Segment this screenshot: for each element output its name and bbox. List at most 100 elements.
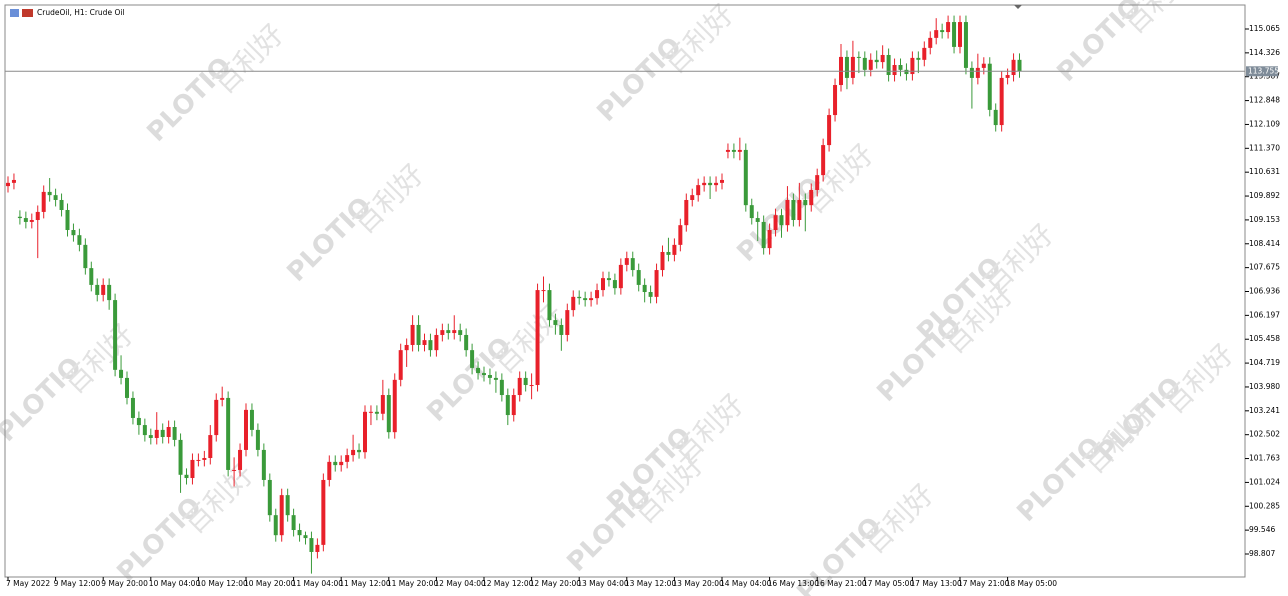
candle-body — [368, 411, 373, 413]
candle-body — [856, 56, 861, 58]
x-tick-label: 12 May 20:00 — [530, 579, 582, 588]
candle-body — [309, 538, 314, 552]
candle-body — [565, 310, 570, 335]
x-tick-label: 11 May 20:00 — [387, 579, 439, 588]
candle-body — [541, 290, 546, 292]
y-tick-label: 105.458 — [1249, 334, 1280, 343]
candle-body — [749, 205, 754, 219]
candle-body — [178, 439, 183, 475]
candle-body — [916, 57, 921, 60]
candle-body — [470, 350, 475, 368]
candle-body — [690, 195, 695, 200]
candle-body — [119, 369, 124, 378]
candle-body — [422, 340, 427, 345]
x-tick-label: 14 May 04:00 — [720, 579, 772, 588]
candle-body — [392, 379, 397, 433]
candle-body — [868, 59, 873, 70]
candle-body — [648, 292, 653, 297]
candle-body — [827, 115, 832, 146]
candle-body — [529, 385, 534, 387]
candle-body — [601, 278, 605, 291]
candle-body — [345, 455, 350, 462]
candle-body — [1017, 59, 1022, 72]
candle-body — [65, 209, 70, 231]
candle-body — [232, 469, 237, 471]
candle-body — [410, 324, 415, 345]
x-tick-label: 12 May 04:00 — [434, 579, 486, 588]
candle-body — [618, 264, 623, 289]
candle-body — [202, 458, 207, 460]
candle-body — [547, 290, 552, 321]
candle-body — [148, 435, 153, 438]
candle-body — [850, 56, 855, 78]
y-tick-label: 110.631 — [1249, 167, 1280, 176]
candle-body — [666, 251, 671, 255]
candle-body — [41, 191, 46, 212]
candle-body — [630, 258, 635, 271]
candle-body — [267, 479, 272, 516]
candle-body — [363, 411, 367, 453]
candle-body — [142, 425, 147, 436]
candle-body — [125, 377, 129, 398]
candle-body — [279, 495, 284, 536]
candle-body — [999, 77, 1004, 126]
candle-body — [196, 459, 201, 461]
candle-body — [249, 409, 254, 430]
candle-body — [101, 284, 106, 295]
y-tick-label: 103.980 — [1249, 382, 1280, 391]
candle-body — [886, 54, 891, 76]
candle-body — [737, 149, 742, 152]
icon — [22, 9, 33, 17]
candle-body — [874, 59, 879, 63]
icon — [10, 9, 19, 17]
y-tick-label: 108.414 — [1249, 239, 1280, 248]
candle-body — [963, 22, 968, 68]
candle-body — [636, 270, 641, 285]
candle-body — [714, 182, 719, 186]
candle-body — [476, 367, 481, 374]
candle-body — [493, 377, 498, 380]
y-tick-label: 106.197 — [1249, 310, 1280, 319]
candle-body — [862, 57, 867, 70]
candle-body — [779, 215, 784, 226]
candle-body — [767, 230, 772, 249]
price-tag — [1246, 66, 1278, 77]
candle-body — [77, 235, 82, 245]
candle-body — [785, 199, 790, 226]
candle-body — [696, 185, 701, 196]
x-tick-label: 13 May 04:00 — [577, 579, 629, 588]
candle-body — [208, 435, 213, 459]
candle-body — [339, 461, 344, 466]
candle-body — [71, 230, 76, 236]
candle-body — [725, 149, 730, 152]
x-tick-label: 7 May 2022 — [6, 579, 50, 588]
candle-body — [731, 149, 736, 152]
x-tick-label: 17 May 13:00 — [910, 579, 962, 588]
y-tick-label: 109.892 — [1249, 191, 1280, 200]
chart-title: CrudeOil, H1: Crude Oil — [37, 8, 125, 17]
candle-body — [523, 377, 528, 386]
x-tick-label: 17 May 05:00 — [863, 579, 915, 588]
price-label: 113.755 — [1248, 66, 1279, 75]
x-tick-label: 16 May 13:00 — [768, 579, 820, 588]
candle-body — [844, 56, 849, 78]
x-tick-label: 16 May 21:00 — [815, 579, 867, 588]
candle-body — [446, 330, 451, 334]
candle-body — [285, 495, 290, 516]
candle-body — [154, 429, 159, 438]
candle-body — [184, 474, 189, 479]
candle-body — [612, 280, 617, 289]
candle-body — [589, 298, 594, 301]
candle-body — [398, 350, 403, 380]
candle-body — [297, 530, 302, 536]
candle-body — [113, 300, 118, 370]
x-tick-label: 9 May 12:00 — [54, 579, 101, 588]
x-tick-label: 10 May 20:00 — [244, 579, 296, 588]
y-tick-label: 99.546 — [1249, 525, 1275, 534]
candle-body — [654, 270, 659, 297]
candle-body — [946, 22, 951, 33]
candle-body — [107, 284, 112, 301]
candle-body — [678, 225, 683, 245]
